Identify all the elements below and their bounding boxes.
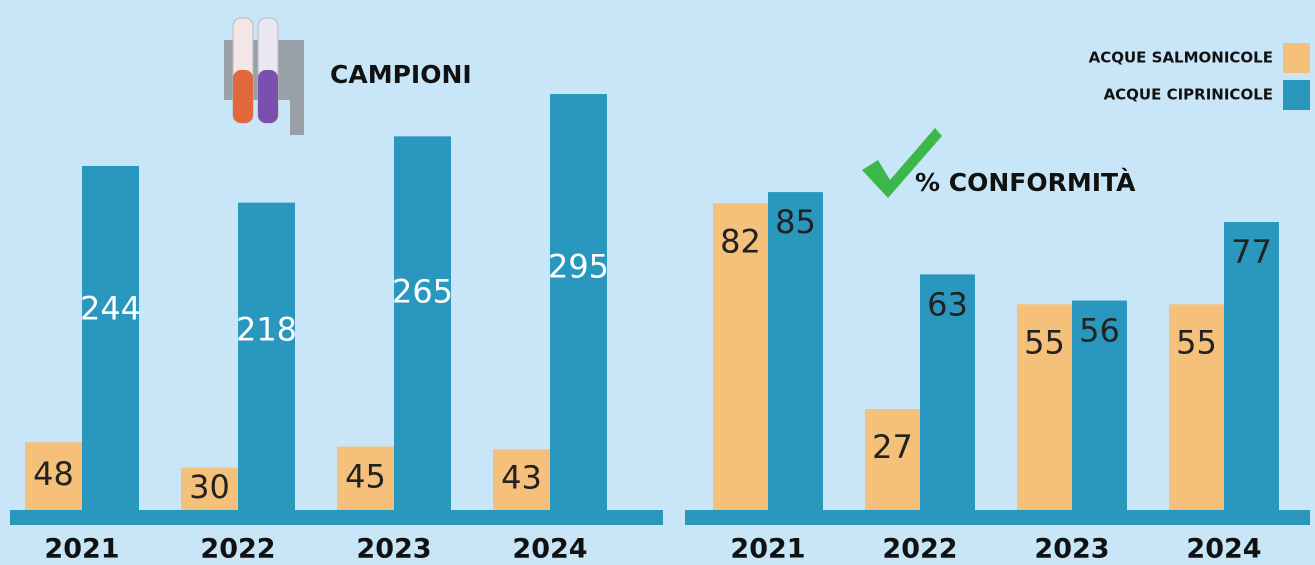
value-label: 63 <box>927 285 968 323</box>
x-tick-label: 2024 <box>512 534 587 565</box>
value-label: 218 <box>236 311 297 349</box>
x-tick-label: 2021 <box>44 534 119 565</box>
x-tick-label: 2021 <box>730 534 805 565</box>
value-label: 244 <box>80 289 141 327</box>
legend-label: ACQUE CIPRINICOLE <box>1104 86 1273 104</box>
bar <box>238 203 295 510</box>
value-label: 265 <box>392 272 453 310</box>
value-label: 77 <box>1231 233 1272 271</box>
x-tick-label: 2022 <box>200 534 275 565</box>
value-label: 30 <box>189 468 230 506</box>
chart-title: CAMPIONI <box>330 60 472 89</box>
x-tick-label: 2024 <box>1186 534 1261 565</box>
value-label: 55 <box>1176 323 1217 361</box>
x-tick-label: 2022 <box>882 534 957 565</box>
bar <box>394 136 451 510</box>
value-label: 82 <box>720 222 761 260</box>
legend-label: ACQUE SALMONICOLE <box>1089 49 1273 67</box>
chart-title: % CONFORMITÀ <box>915 168 1136 197</box>
value-label: 45 <box>345 457 386 495</box>
bar <box>550 94 607 510</box>
page: CAMPIONI % CONFORMITÀ ACQUE SALMONICOLE … <box>0 0 1315 565</box>
value-label: 56 <box>1079 312 1120 350</box>
value-label: 85 <box>775 203 816 241</box>
value-label: 27 <box>872 428 913 466</box>
infographic: CAMPIONI % CONFORMITÀ ACQUE SALMONICOLE … <box>0 0 1315 565</box>
bar <box>82 166 139 510</box>
x-tick-label: 2023 <box>356 534 431 565</box>
value-label: 55 <box>1024 323 1065 361</box>
value-label: 295 <box>548 248 609 286</box>
baseline <box>685 510 1310 525</box>
legend-swatch <box>1283 43 1310 73</box>
baseline <box>10 510 663 525</box>
value-label: 48 <box>33 455 74 493</box>
legend-swatch <box>1283 80 1310 110</box>
x-tick-label: 2023 <box>1034 534 1109 565</box>
value-label: 43 <box>501 459 542 497</box>
